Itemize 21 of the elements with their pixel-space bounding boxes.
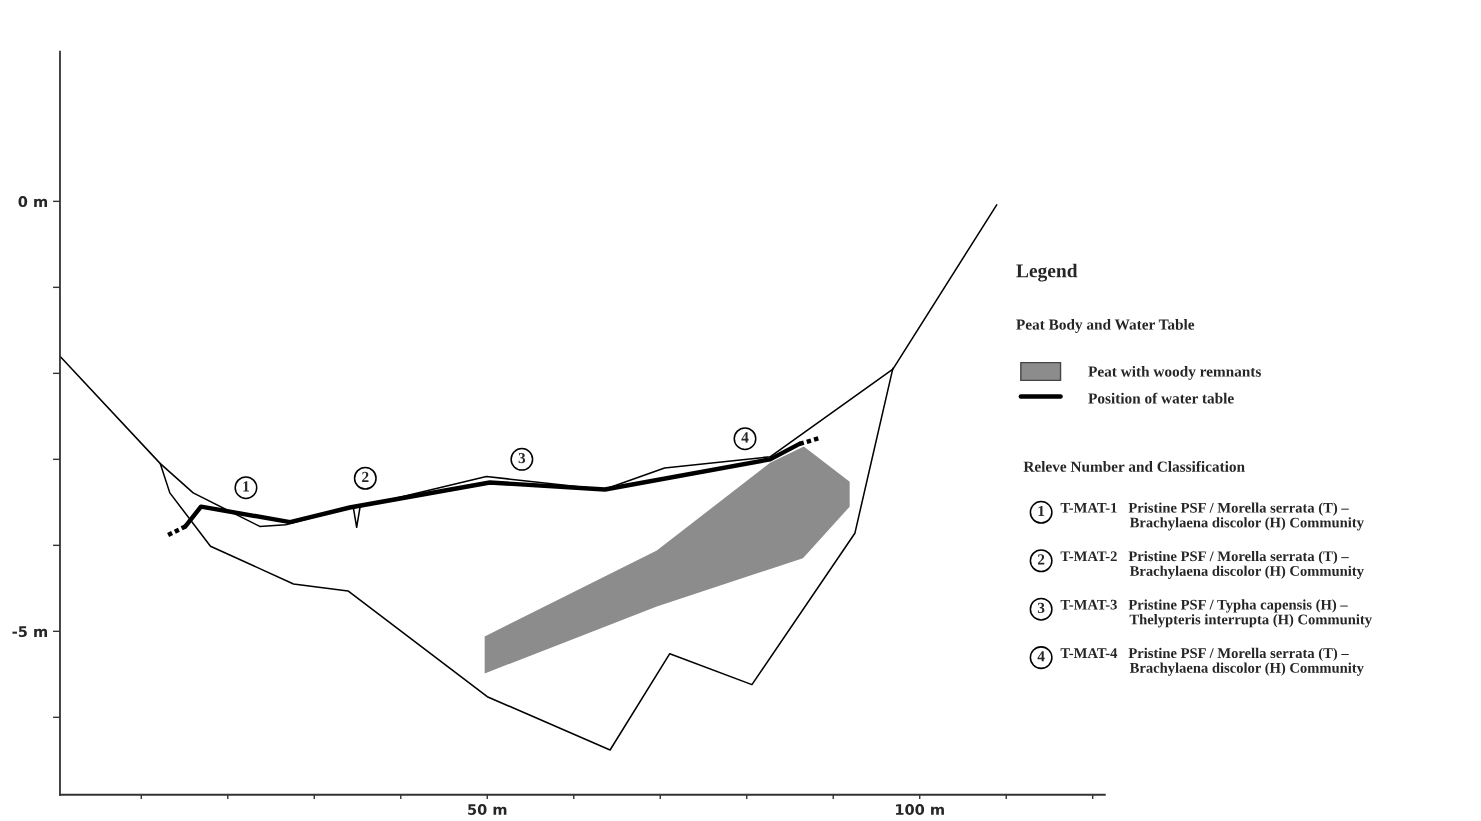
text: 3 (1037, 602, 1045, 614)
annotation: T-MAT-3 Pristine PSF / Typha capensis (H) – Thelypteris interrupta (H) Community (1060, 599, 1372, 628)
annotation: 1 (243, 481, 249, 492)
y-tick-label: 0 m (18, 196, 48, 208)
annotation: T-MAT-2 Pristine PSF / Morella serrata (T) – Brachylaena discolor (H) Community (1060, 550, 1364, 579)
x-tick-label: 50 m (468, 804, 507, 816)
annotation: Releve Number and Classification (1023, 460, 1245, 472)
legend-label: Position of water table (1088, 392, 1234, 404)
annotation: 2 (362, 471, 369, 482)
text: 4 (1037, 651, 1045, 662)
text: 2 (1037, 554, 1045, 565)
text: 1 (1038, 505, 1045, 516)
annotation: 3 (518, 452, 526, 464)
annotation: T-MAT-1 Pristine PSF / Morella serrata (T) – Brachylaena discolor (H) Community (1060, 502, 1364, 531)
legend-label: Peat with woody remnants (1088, 365, 1261, 380)
x-tick-label: 100 m (896, 804, 944, 816)
annotation: Peat Body and Water Table (1016, 318, 1195, 333)
annotation: T-MAT-4 Pristine PSF / Morella serrata (T) – Brachylaena discolor (H) Community (1060, 647, 1364, 676)
y-tick-label: -5 m (12, 626, 48, 638)
annotation: 4 (741, 432, 749, 443)
legend-title: Legend (1016, 263, 1078, 282)
